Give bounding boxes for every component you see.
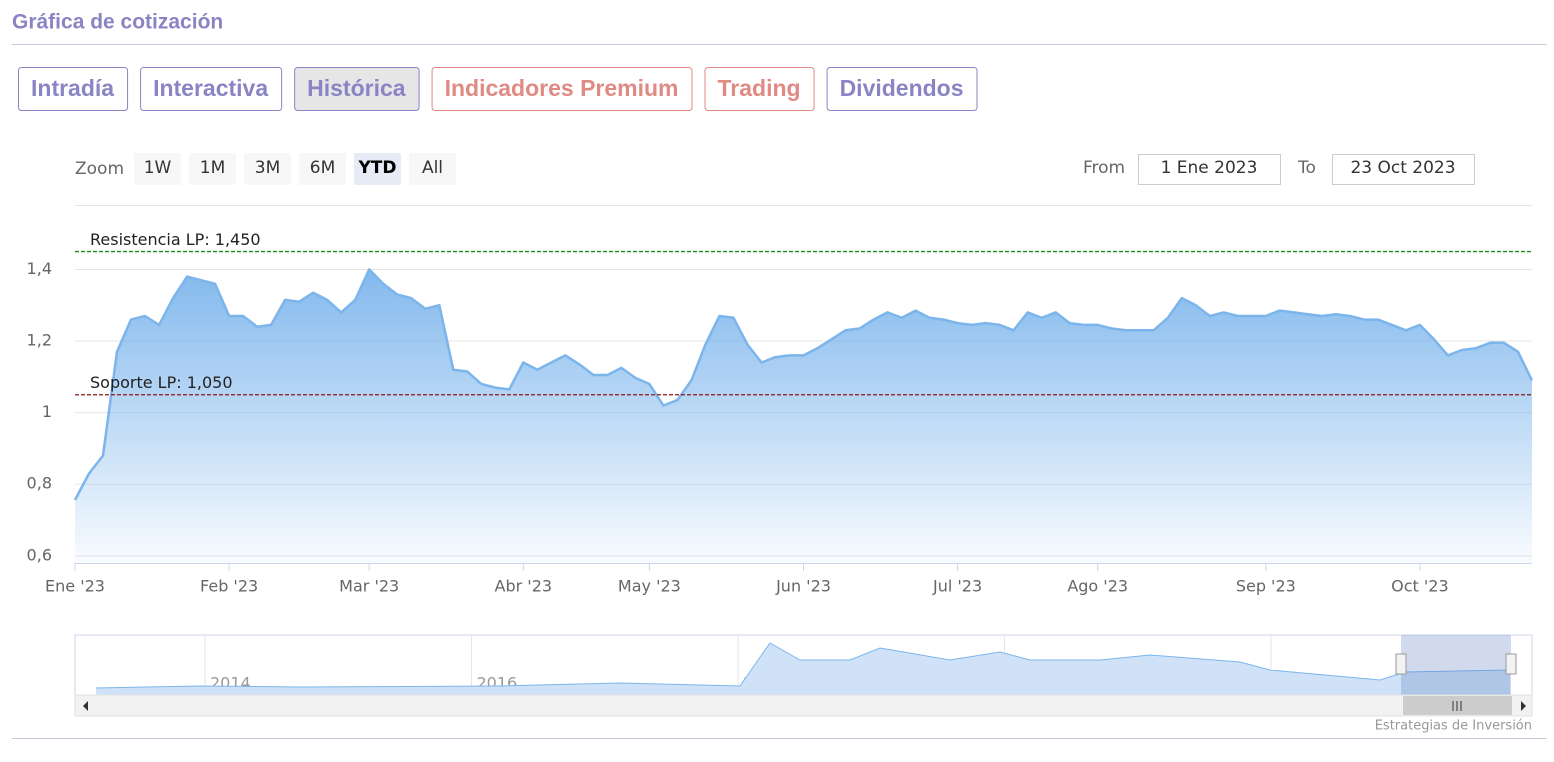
zoom-button[interactable] bbox=[189, 153, 236, 185]
navigator-handle[interactable] bbox=[1395, 653, 1407, 675]
from-value[interactable]: 1 Ene 2023 bbox=[1161, 158, 1258, 178]
tab[interactable] bbox=[826, 67, 978, 111]
navigator: 20222020201820162014 bbox=[74, 634, 1533, 717]
x-tick-label: Sep '23 bbox=[1236, 577, 1296, 596]
zoom-button-label[interactable]: All bbox=[422, 158, 443, 178]
zoom-button[interactable] bbox=[134, 153, 181, 185]
x-tick-label: Mar '23 bbox=[339, 577, 399, 596]
area bbox=[75, 269, 1532, 563]
y-tick-label: 1,2 bbox=[27, 331, 52, 350]
tab-label[interactable]: Interactiva bbox=[153, 75, 268, 101]
to-value[interactable]: 23 Oct 2023 bbox=[1350, 158, 1455, 178]
scrollbar-grip bbox=[1452, 701, 1462, 711]
x-tick-label: Oct '23 bbox=[1391, 577, 1449, 596]
to-input[interactable] bbox=[1332, 154, 1475, 185]
zoom-button[interactable] bbox=[244, 153, 291, 185]
x-tick-label: May '23 bbox=[618, 577, 681, 596]
zoom-button[interactable] bbox=[409, 153, 456, 185]
tab[interactable] bbox=[294, 67, 420, 111]
x-tick-label: Ago '23 bbox=[1067, 577, 1128, 596]
x-tick-label: Jun '23 bbox=[775, 577, 831, 596]
zoom-button-label[interactable]: 1M bbox=[200, 158, 225, 178]
x-tick-label: Ene '23 bbox=[45, 577, 105, 596]
tab[interactable] bbox=[140, 67, 283, 111]
tab-label[interactable]: Trading bbox=[718, 75, 801, 101]
y-tick-label: 1 bbox=[42, 402, 52, 421]
tab-label[interactable]: Indicadores Premium bbox=[445, 75, 679, 101]
zoom-button-label[interactable]: 3M bbox=[255, 158, 280, 178]
scroll-left[interactable] bbox=[83, 701, 88, 711]
scroll-right[interactable] bbox=[1521, 701, 1526, 711]
tab-label[interactable]: Intradía bbox=[31, 75, 114, 101]
from-input[interactable] bbox=[1138, 154, 1281, 185]
zoom-button[interactable] bbox=[299, 153, 346, 185]
navigator-mask[interactable] bbox=[1401, 635, 1511, 695]
tab[interactable] bbox=[704, 67, 815, 111]
y-tick-label: 1,4 bbox=[27, 259, 52, 278]
navigator-line bbox=[95, 642, 1511, 689]
zoom-button-label[interactable]: YTD bbox=[357, 158, 396, 178]
tab[interactable] bbox=[431, 67, 693, 111]
zoom-button[interactable] bbox=[354, 153, 401, 185]
from-label: From bbox=[1083, 158, 1125, 178]
x-tick-label: Feb '23 bbox=[200, 577, 258, 596]
zoom-label: Zoom bbox=[75, 159, 124, 179]
zoom-button-label[interactable]: 6M bbox=[310, 158, 335, 178]
plot-line-label: Soporte LP: 1,050 bbox=[90, 373, 233, 392]
tab[interactable] bbox=[18, 67, 129, 111]
to-label: To bbox=[1297, 158, 1316, 178]
page-title: Gráfica de cotización bbox=[12, 11, 223, 34]
navigator-handle[interactable] bbox=[1505, 653, 1517, 675]
line bbox=[73, 268, 1534, 501]
x-tick-label: Jul '23 bbox=[932, 577, 982, 596]
y-tick-label: 0,8 bbox=[27, 474, 52, 493]
zoom-button-label[interactable]: 1W bbox=[144, 158, 172, 178]
tab-label[interactable]: Dividendos bbox=[840, 75, 964, 101]
x-tick-label: Abr '23 bbox=[495, 577, 553, 596]
scrollbar-track[interactable] bbox=[74, 694, 1533, 717]
y-tick-label: 0,6 bbox=[27, 545, 52, 564]
plot-line-label: Resistencia LP: 1,450 bbox=[90, 230, 261, 249]
tab-label[interactable]: Histórica bbox=[307, 75, 406, 101]
credits: Estrategias de Inversión bbox=[1375, 719, 1532, 734]
